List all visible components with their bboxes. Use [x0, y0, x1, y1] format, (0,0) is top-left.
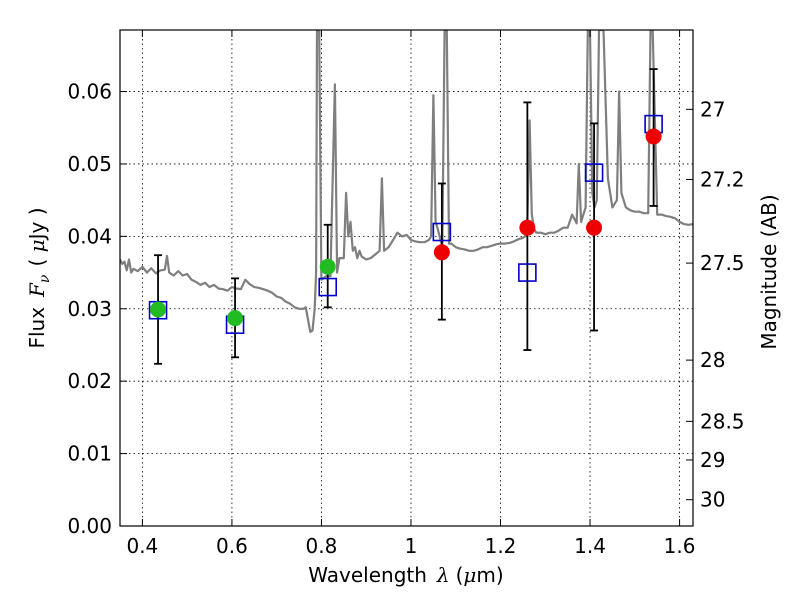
x-tick-label: 1.4 — [574, 534, 606, 558]
x-axis-ticks: 0.4 0.6 0.8 1 1.2 1.4 1.6 — [126, 30, 695, 558]
model-spectrum-layer — [120, 30, 693, 333]
y2-axis-ticks: 27 27.2 27.5 28 28.5 29 30 — [686, 97, 745, 512]
y-tick-label: 0.01 — [67, 442, 112, 466]
x-tick-label: 1 — [405, 534, 418, 558]
model-photometry-square — [518, 263, 537, 282]
x-tick-label: 0.6 — [216, 534, 248, 558]
observed-point — [227, 310, 244, 327]
y-tick-label: 0.02 — [67, 369, 112, 393]
y2-tick-label: 27 — [700, 97, 725, 121]
y-tick-label: 0.05 — [67, 152, 112, 176]
y2-tick-label: 27.5 — [700, 251, 745, 275]
model-photometry-square — [584, 163, 604, 182]
y-axis-ticks: 0.00 0.01 0.02 0.03 0.04 0.05 0.06 — [67, 80, 127, 538]
x-tick-label: 1.2 — [485, 534, 517, 558]
grid-lines — [120, 30, 693, 527]
observed-point — [519, 219, 536, 236]
model-photometry-square — [432, 222, 452, 242]
y2-tick-label: 30 — [700, 488, 725, 512]
y-tick-label: 0.06 — [67, 80, 112, 104]
y2-tick-label: 28.5 — [700, 409, 745, 433]
x-tick-label: 1.6 — [664, 534, 696, 558]
y-tick-label: 0.04 — [67, 224, 112, 248]
x-axis-title: Wavelength λ (μm) — [308, 563, 503, 587]
y2-axis-title: Magnitude (AB) — [757, 194, 781, 349]
observed-point — [319, 258, 336, 275]
model-photometry-layer — [148, 114, 663, 335]
plot-frame — [119, 29, 694, 527]
observed-points-layer — [150, 128, 662, 327]
x-tick-label: 0.8 — [306, 534, 338, 558]
observed-point — [433, 244, 450, 261]
y-tick-label: 0.03 — [67, 297, 112, 321]
y2-tick-label: 27.2 — [700, 167, 745, 191]
y-tick-label: 0.00 — [67, 514, 112, 538]
y2-tick-label: 28 — [700, 348, 725, 372]
model-spectrum-line — [120, 30, 693, 333]
model-photometry-square — [318, 277, 338, 297]
observed-point — [586, 219, 603, 236]
observed-point — [645, 128, 662, 145]
y2-tick-label: 29 — [700, 448, 725, 472]
observed-point — [150, 301, 167, 318]
y-axis-title: FluxFν( μJy ) — [25, 207, 53, 348]
x-tick-label: 0.4 — [126, 534, 158, 558]
